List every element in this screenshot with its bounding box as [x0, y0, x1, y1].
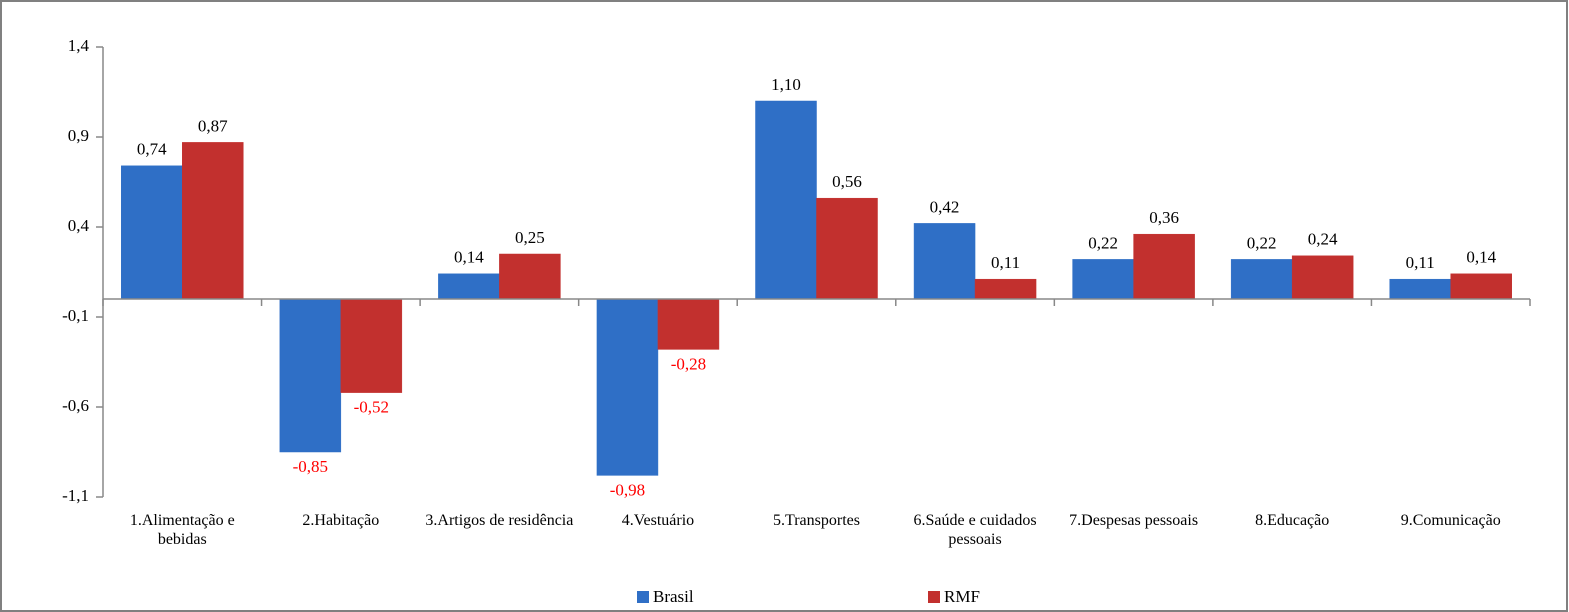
data-label: 0,87	[198, 116, 228, 135]
data-label: 0,56	[832, 172, 862, 191]
x-tick-label: 4.Vestuário	[621, 512, 695, 529]
bar	[974, 278, 1037, 300]
data-label: 0,36	[1149, 208, 1179, 227]
data-label: 0,74	[137, 140, 167, 159]
legend-swatch	[928, 591, 940, 603]
data-label: 0,25	[515, 228, 545, 247]
data-label: -0,85	[293, 457, 328, 476]
data-label: 0,11	[991, 253, 1020, 272]
x-tick-label: 5.Transportes	[773, 512, 860, 529]
x-tick-label: 8.Educação	[1255, 512, 1330, 529]
x-tick-label: 2.Habitação	[302, 512, 380, 529]
legend-swatch	[637, 591, 649, 603]
data-label: 0,42	[930, 197, 960, 216]
bar	[340, 298, 403, 393]
data-label: 0,11	[1406, 253, 1435, 272]
data-label: 1,10	[771, 75, 801, 94]
bar	[182, 142, 244, 300]
bar	[657, 298, 720, 350]
data-label: -0,98	[610, 480, 645, 499]
bar	[438, 273, 500, 300]
data-label: 0,14	[454, 248, 484, 267]
bar	[755, 100, 817, 300]
y-tick-label: -1,1	[62, 486, 89, 505]
bar	[1230, 259, 1293, 300]
bar	[1291, 255, 1354, 300]
data-label: -0,28	[671, 354, 706, 373]
y-tick-label: 0,4	[68, 216, 90, 235]
bar	[1133, 233, 1195, 300]
bar	[596, 298, 659, 476]
x-tick-label: 1.Alimentação e bebidas	[129, 512, 235, 548]
data-label: 0,22	[1247, 233, 1277, 252]
x-tick-label: 6.Saúde e cuidados pessoais	[913, 512, 1037, 548]
data-label: 0,22	[1088, 233, 1118, 252]
legend-label: Brasil	[653, 587, 694, 606]
bar	[499, 253, 561, 300]
bar	[816, 197, 878, 300]
data-label: 0,24	[1308, 230, 1338, 249]
bar	[1389, 278, 1451, 300]
y-tick-label: -0,1	[62, 306, 89, 325]
bar	[121, 165, 183, 300]
bar	[1072, 259, 1134, 300]
y-tick-label: 1,4	[68, 36, 90, 55]
bar	[1450, 273, 1512, 300]
bar	[279, 298, 342, 453]
data-label: -0,52	[354, 398, 389, 417]
x-tick-label: 7.Despesas pessoais	[1069, 512, 1199, 529]
bar	[913, 223, 976, 300]
x-tick-label: 9.Comunicação	[1400, 512, 1501, 529]
data-label: 0,14	[1466, 248, 1496, 267]
legend-label: RMF	[944, 587, 980, 606]
y-tick-label: 0,9	[68, 126, 89, 145]
y-tick-label: -0,6	[62, 396, 89, 415]
x-tick-label: 3.Artigos de residência	[425, 512, 574, 529]
